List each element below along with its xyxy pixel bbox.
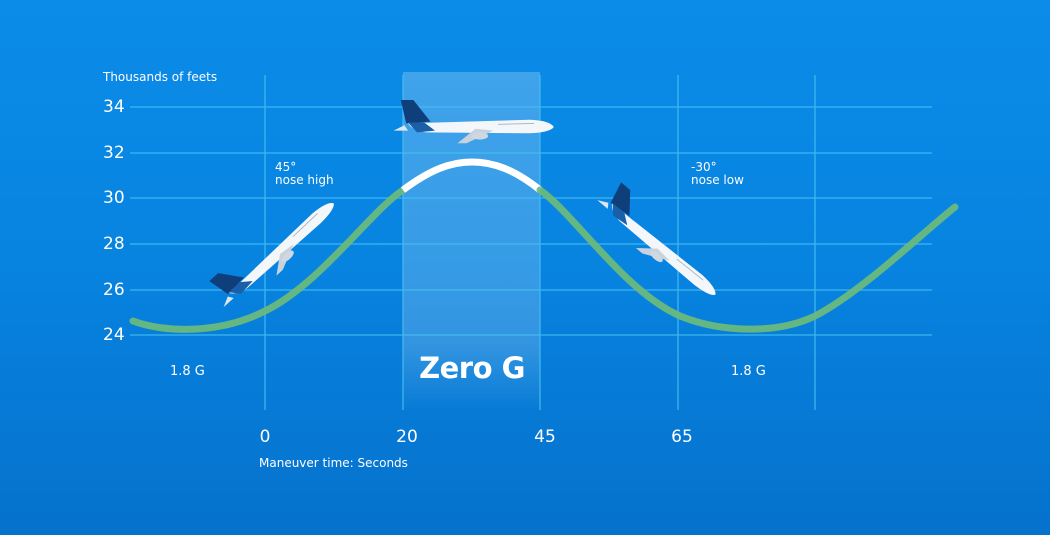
x-tick-65: 65: [671, 427, 693, 447]
y-tick-34: 34: [103, 97, 125, 117]
trajectory-dive: [536, 186, 959, 333]
zero-g-label: Zero G: [419, 351, 525, 385]
trajectory-zero-g: [400, 158, 543, 193]
y-tick-28: 28: [103, 234, 125, 254]
climb-annotation: 45° nose high: [275, 161, 334, 187]
x-tick-0: 0: [259, 427, 271, 447]
climb-attitude: nose high: [275, 173, 334, 187]
x-tick-20: 20: [396, 427, 418, 447]
y-tick-24: 24: [103, 325, 125, 345]
y-tick-32: 32: [103, 143, 125, 163]
dive-angle: -30°: [691, 160, 717, 174]
x-tick-45: 45: [534, 427, 556, 447]
climb-angle: 45°: [275, 160, 297, 174]
g-force-right: 1.8 G: [731, 364, 766, 379]
y-tick-26: 26: [103, 280, 125, 300]
dive-attitude: nose low: [691, 173, 744, 187]
dive-annotation: -30° nose low: [691, 161, 744, 187]
g-force-left: 1.8 G: [170, 364, 205, 379]
y-axis-title: Thousands of feets: [103, 70, 218, 84]
x-axis-title: Maneuver time: Seconds: [259, 456, 408, 470]
trajectory-climb: [129, 186, 407, 333]
airplane-diving-icon: [589, 177, 733, 307]
y-tick-30: 30: [103, 188, 125, 208]
airplane-climbing-icon: [203, 183, 345, 317]
